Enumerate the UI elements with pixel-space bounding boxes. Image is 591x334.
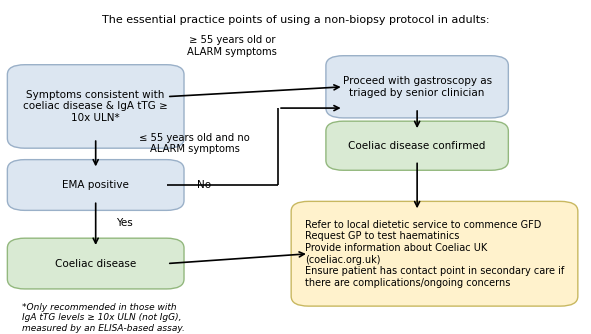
Text: Refer to local dietetic service to commence GFD
Request GP to test haematinics
P: Refer to local dietetic service to comme… bbox=[305, 220, 564, 288]
FancyBboxPatch shape bbox=[326, 56, 508, 118]
Text: Coeliac disease: Coeliac disease bbox=[55, 259, 137, 269]
FancyBboxPatch shape bbox=[7, 160, 184, 210]
Text: Symptoms consistent with
coeliac disease & IgA tTG ≥
10x ULN*: Symptoms consistent with coeliac disease… bbox=[23, 90, 168, 123]
Text: ≤ 55 years old and no
ALARM symptoms: ≤ 55 years old and no ALARM symptoms bbox=[139, 133, 250, 154]
Text: EMA positive: EMA positive bbox=[62, 180, 129, 190]
Text: ≥ 55 years old or
ALARM symptoms: ≥ 55 years old or ALARM symptoms bbox=[187, 35, 277, 57]
Text: *Only recommended in those with
IgA tTG levels ≥ 10x ULN (not IgG),
measured by : *Only recommended in those with IgA tTG … bbox=[22, 303, 185, 333]
Text: No: No bbox=[197, 180, 211, 190]
Text: Coeliac disease confirmed: Coeliac disease confirmed bbox=[349, 141, 486, 151]
FancyBboxPatch shape bbox=[7, 238, 184, 289]
Text: Yes: Yes bbox=[116, 218, 133, 228]
FancyBboxPatch shape bbox=[291, 201, 578, 306]
FancyBboxPatch shape bbox=[326, 121, 508, 170]
FancyBboxPatch shape bbox=[7, 65, 184, 148]
Text: The essential practice points of using a non-biopsy protocol in adults:: The essential practice points of using a… bbox=[102, 15, 489, 25]
Text: Proceed with gastroscopy as
triaged by senior clinician: Proceed with gastroscopy as triaged by s… bbox=[343, 76, 492, 98]
